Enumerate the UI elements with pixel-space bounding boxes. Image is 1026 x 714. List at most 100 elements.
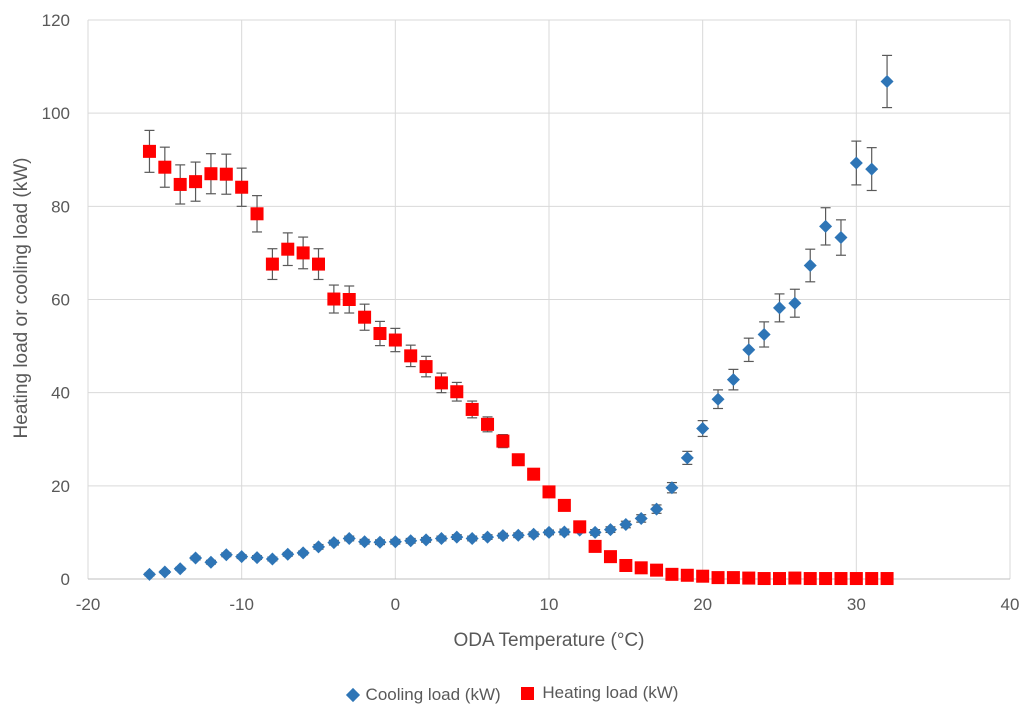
heating-point [358,310,372,324]
cooling-point [542,525,556,539]
cooling-point [711,392,725,406]
cooling-point [173,562,187,576]
cooling-point [726,373,740,387]
cooling-point [865,162,879,176]
heating-point [373,327,387,341]
heating-point [189,175,203,189]
cooling-point [250,551,264,565]
cooling-point [235,550,249,564]
x-axis-title: ODA Temperature (°C) [454,630,645,651]
cooling-point [665,481,679,495]
square-marker-icon [521,686,535,700]
cooling-point [481,530,495,544]
cooling-point [419,533,433,547]
heating-point [573,520,587,534]
heating-point [481,417,495,431]
heating-point [404,349,418,363]
y-tick-label: 40 [51,384,70,403]
x-tick-label: -20 [76,595,101,614]
heating-point [204,167,218,181]
heating-point [803,572,817,586]
heating-point [235,180,249,194]
y-tick-label: 60 [51,291,70,310]
series [142,54,894,586]
cooling-point [204,555,218,569]
cooling-point [849,156,863,170]
heating-point [865,572,879,586]
x-tick-label: 40 [1001,595,1020,614]
heating-point [450,385,464,399]
heating-point [511,453,525,467]
cooling-point [527,527,541,541]
x-tick-label: 10 [540,595,559,614]
legend: Cooling load (kW) Heating load (kW) [0,683,1026,705]
x-tick-label: 0 [391,595,400,614]
series-square [142,129,894,586]
cooling-point [588,525,602,539]
heating-point [219,167,233,181]
cooling-point [757,327,771,341]
heating-point [296,246,310,260]
cooling-point [358,535,372,549]
cooling-point [158,565,172,579]
heating-point [849,572,863,586]
y-axis-title: Heating load or cooling load (kW) [11,158,32,439]
y-tick-label: 100 [42,104,70,123]
heating-point [434,376,448,390]
heating-point [650,563,664,577]
cooling-point [465,531,479,545]
heating-point [542,485,556,499]
cooling-point [742,343,756,357]
heating-point [742,571,756,585]
legend-label-cooling: Cooling load (kW) [365,684,501,704]
heating-point [173,177,187,191]
heating-point [773,572,786,586]
cooling-point [788,296,802,310]
cooling-point [819,219,833,233]
heating-point [527,467,541,481]
cooling-point [142,567,156,581]
heating-point [757,572,771,586]
heating-point [465,402,479,416]
cooling-point [296,546,310,560]
y-tick-label: 0 [61,570,70,589]
cooling-point [773,301,786,315]
diamond-marker-icon [345,687,360,702]
cooling-point [342,531,356,545]
x-tick-label: 30 [847,595,866,614]
heating-point [711,571,725,585]
series-diamond [142,54,894,581]
heating-point [665,567,679,581]
y-tick-label: 80 [51,197,70,216]
cooling-point [680,451,694,465]
heating-point [388,333,402,347]
heating-point [158,160,172,174]
cooling-point [265,552,279,566]
heating-point [634,561,648,575]
cooling-point [603,523,617,537]
y-tick-label: 20 [51,477,70,496]
cooling-point [696,422,710,436]
x-tick-label: -10 [229,595,254,614]
cooling-point [557,525,571,539]
heating-point [265,257,279,271]
heating-point [142,144,156,158]
cooling-point [219,548,233,562]
heating-point [250,207,264,221]
cooling-point [404,534,418,548]
axes: -20 -10 0 10 20 30 40 0 20 40 60 80 100 120 [42,11,1020,614]
cooling-point [650,502,664,516]
cooling-point [373,535,387,549]
legend-item-heating: Heating load (kW) [521,683,678,703]
legend-label-heating: Heating load (kW) [542,683,679,702]
heating-point [680,568,694,582]
cooling-point [388,535,402,549]
cooling-point [434,531,448,545]
cooling-point [511,528,525,542]
y-tick-label: 120 [42,11,70,30]
heating-point [726,571,740,585]
x-tick-label: 20 [693,595,712,614]
cooling-point [496,529,510,543]
cooling-point [634,511,648,525]
